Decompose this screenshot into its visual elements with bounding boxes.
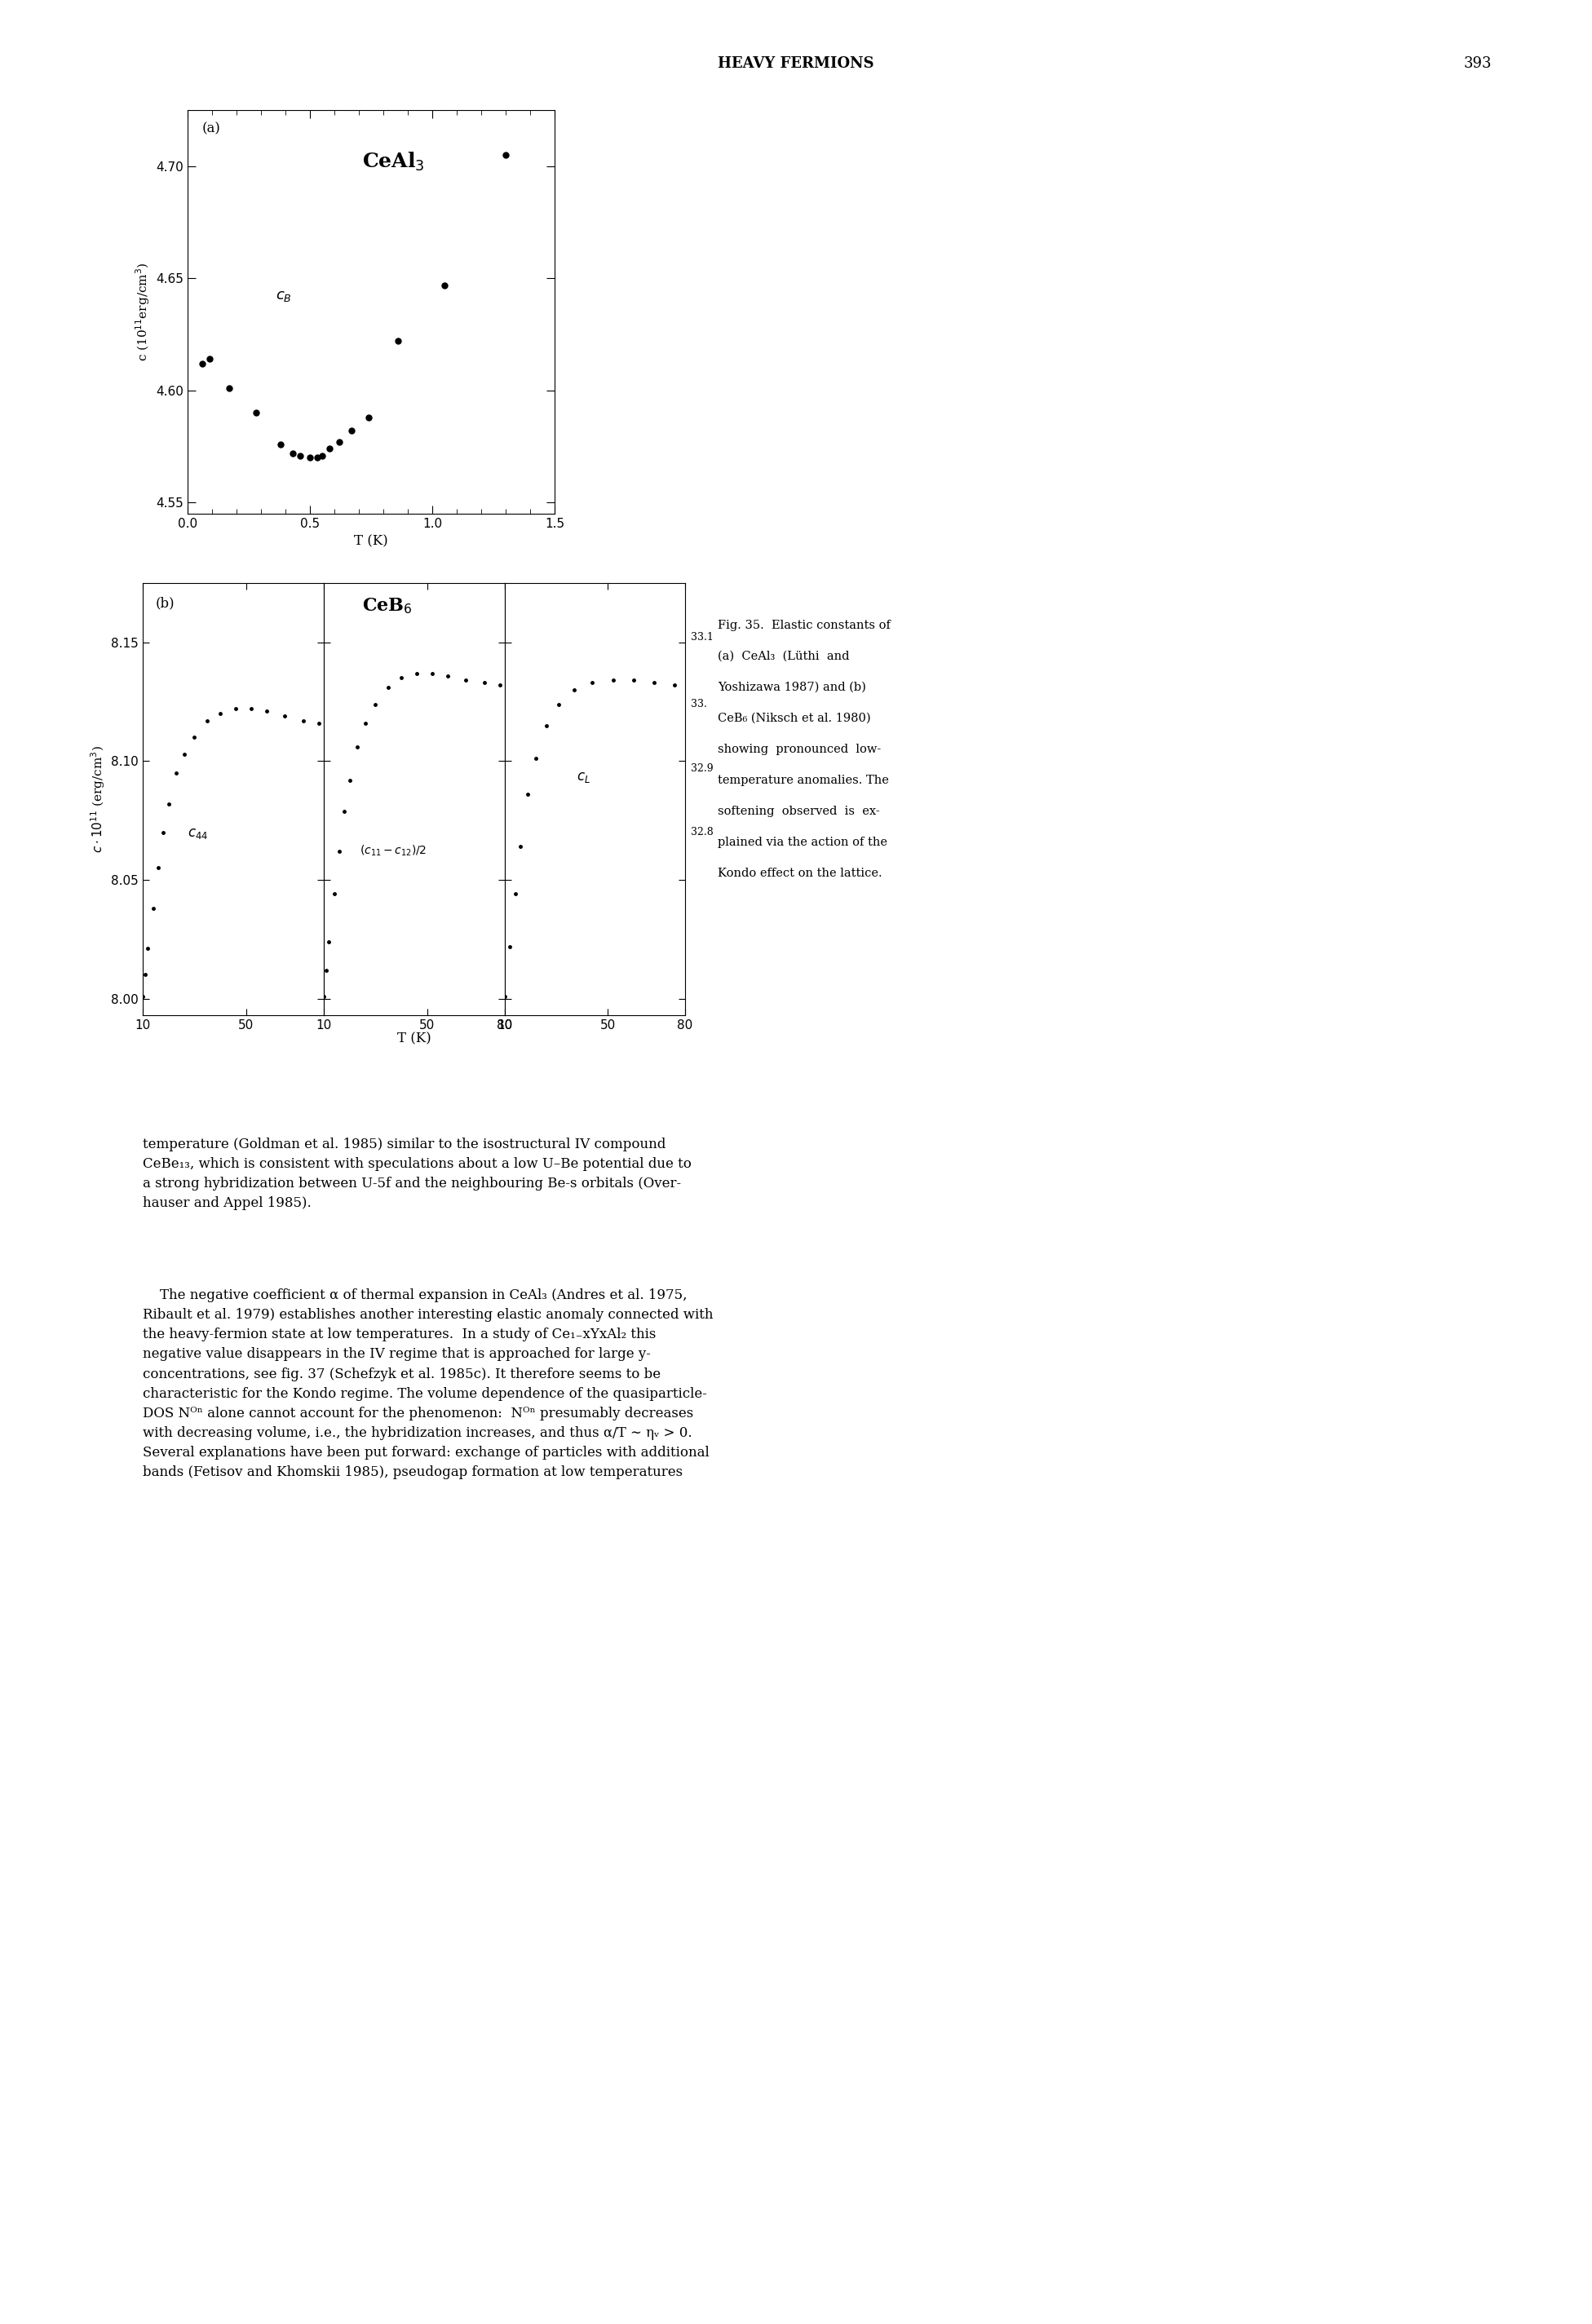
Text: HEAVY FERMIONS: HEAVY FERMIONS (718, 56, 874, 72)
Text: 22.7: 22.7 (330, 762, 352, 774)
Text: (b): (b) (156, 595, 175, 609)
Text: 33.1: 33.1 (691, 632, 713, 644)
Y-axis label: c (10$^{11}$erg/cm$^3$): c (10$^{11}$erg/cm$^3$) (134, 263, 151, 360)
Text: temperature (Goldman et al. 1985) similar to the isostructural IV compound
CeBe₁: temperature (Goldman et al. 1985) simila… (143, 1136, 691, 1211)
Text: CeB$_6$: CeB$_6$ (361, 595, 412, 616)
Text: 393: 393 (1463, 56, 1492, 72)
Text: CeAl$_3$: CeAl$_3$ (361, 151, 425, 172)
Text: temperature anomalies. The: temperature anomalies. The (718, 774, 888, 786)
Text: $(c_{11}-c_{12})/2$: $(c_{11}-c_{12})/2$ (360, 844, 427, 858)
Text: T (K): T (K) (396, 1032, 431, 1046)
Text: softening  observed  is  ex-: softening observed is ex- (718, 806, 880, 818)
Text: $c_{44}$: $c_{44}$ (188, 827, 209, 841)
Text: (a): (a) (202, 123, 221, 137)
Text: Yoshizawa 1987) and (b): Yoshizawa 1987) and (b) (718, 681, 866, 693)
Text: $c_B$: $c_B$ (275, 288, 291, 302)
Text: 23.1: 23.1 (511, 632, 533, 644)
Text: CeB₆ (Niksch et al. 1980): CeB₆ (Niksch et al. 1980) (718, 713, 871, 725)
Text: Kondo effect on the lattice.: Kondo effect on the lattice. (718, 867, 882, 878)
Text: 33.: 33. (691, 700, 707, 709)
Text: (a)  CeAl₃  (Lüthi  and: (a) CeAl₃ (Lüthi and (718, 651, 850, 662)
Y-axis label: $c \cdot 10^{11}$ (erg/cm$^3$): $c \cdot 10^{11}$ (erg/cm$^3$) (89, 746, 107, 853)
Text: 23.: 23. (511, 732, 527, 744)
Text: 32.9: 32.9 (691, 762, 713, 774)
Text: $c_L$: $c_L$ (576, 772, 591, 786)
Text: 22.8: 22.8 (330, 700, 352, 709)
Text: Fig. 35.  Elastic constants of: Fig. 35. Elastic constants of (718, 621, 890, 632)
Text: 32.8: 32.8 (691, 827, 713, 837)
Text: showing  pronounced  low-: showing pronounced low- (718, 744, 880, 755)
Text: The negative coefficient α of thermal expansion in CeAl₃ (Andres et al. 1975,
Ri: The negative coefficient α of thermal ex… (143, 1287, 713, 1480)
X-axis label: T (K): T (K) (353, 535, 388, 548)
Text: plained via the action of the: plained via the action of the (718, 837, 887, 848)
Text: 22.9: 22.9 (330, 632, 352, 644)
